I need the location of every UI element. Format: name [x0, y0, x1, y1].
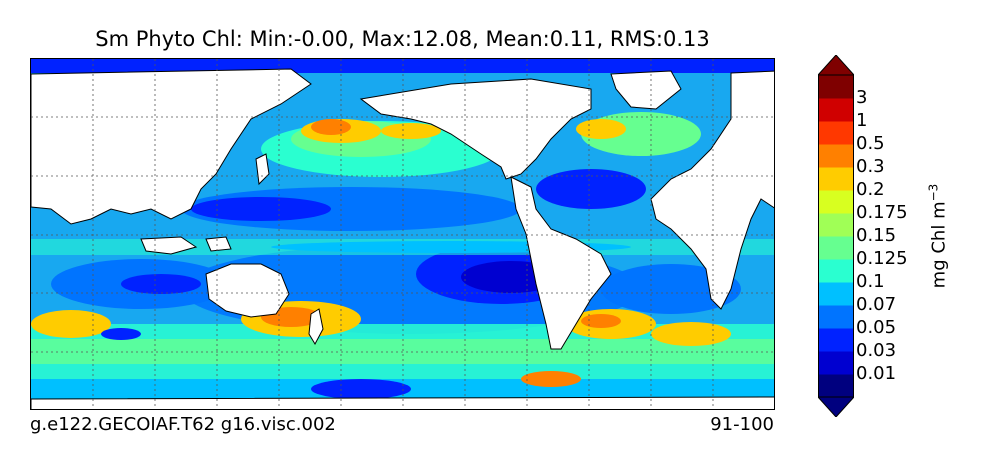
colorbar-units-label: mg Chl m−3	[926, 183, 950, 289]
colorbar-tick-labels: 0.01 0.03 0.05 0.07 0.1 0.125 0.15 0.175 0.2 0.3 0…	[856, 55, 926, 417]
colorbar-tick-label: 0.2	[856, 179, 885, 200]
colorbar-segment	[818, 144, 854, 168]
map-panel	[30, 58, 775, 410]
map-svg	[31, 59, 774, 409]
colorbar-segment	[818, 328, 854, 352]
colorbar-tick-label: 0.15	[856, 225, 897, 246]
colorbar-segment	[818, 213, 854, 237]
case-name-label: g.e122.GECOIAF.T62 g16.visc.002	[30, 414, 336, 435]
colorbar-tick-label: 0.07	[856, 294, 897, 315]
colorbar-segment	[818, 98, 854, 122]
colorbar-tick-label: 0.5	[856, 133, 885, 154]
colorbar-segment	[818, 167, 854, 191]
page-title: Sm Phyto Chl: Min:-0.00, Max:12.08, Mean…	[95, 27, 710, 51]
colorbar	[818, 55, 854, 417]
colorbar-segment	[818, 236, 854, 260]
years-label: 91-100	[710, 414, 774, 435]
colorbar-tick-label: 0.125	[856, 248, 908, 269]
colorbar-tick-label: 0.175	[856, 202, 908, 223]
colorbar-extend-low	[818, 396, 854, 417]
colorbar-segment	[818, 374, 854, 398]
colorbar-segment	[818, 75, 854, 99]
colorbar-tick-label: 3	[856, 87, 868, 108]
colorbar-segment	[818, 121, 854, 145]
colorbar-segment	[818, 351, 854, 375]
colorbar-segment	[818, 259, 854, 283]
colorbar-tick-label: 0.3	[856, 156, 885, 177]
chlorophyll-field	[31, 59, 774, 409]
colorbar-segment	[818, 282, 854, 306]
colorbar-extend-high	[818, 55, 854, 76]
colorbar-segment	[818, 305, 854, 329]
colorbar-tick-label: 0.05	[856, 317, 897, 338]
colorbar-outline	[818, 74, 854, 398]
colorbar-tick-label: 0.01	[856, 363, 897, 384]
graticule	[31, 59, 774, 409]
colorbar-tick-label: 0.1	[856, 271, 885, 292]
colorbar-segment	[818, 190, 854, 214]
colorbar-tick-label: 1	[856, 110, 868, 131]
colorbar-tick-label: 0.03	[856, 340, 897, 361]
